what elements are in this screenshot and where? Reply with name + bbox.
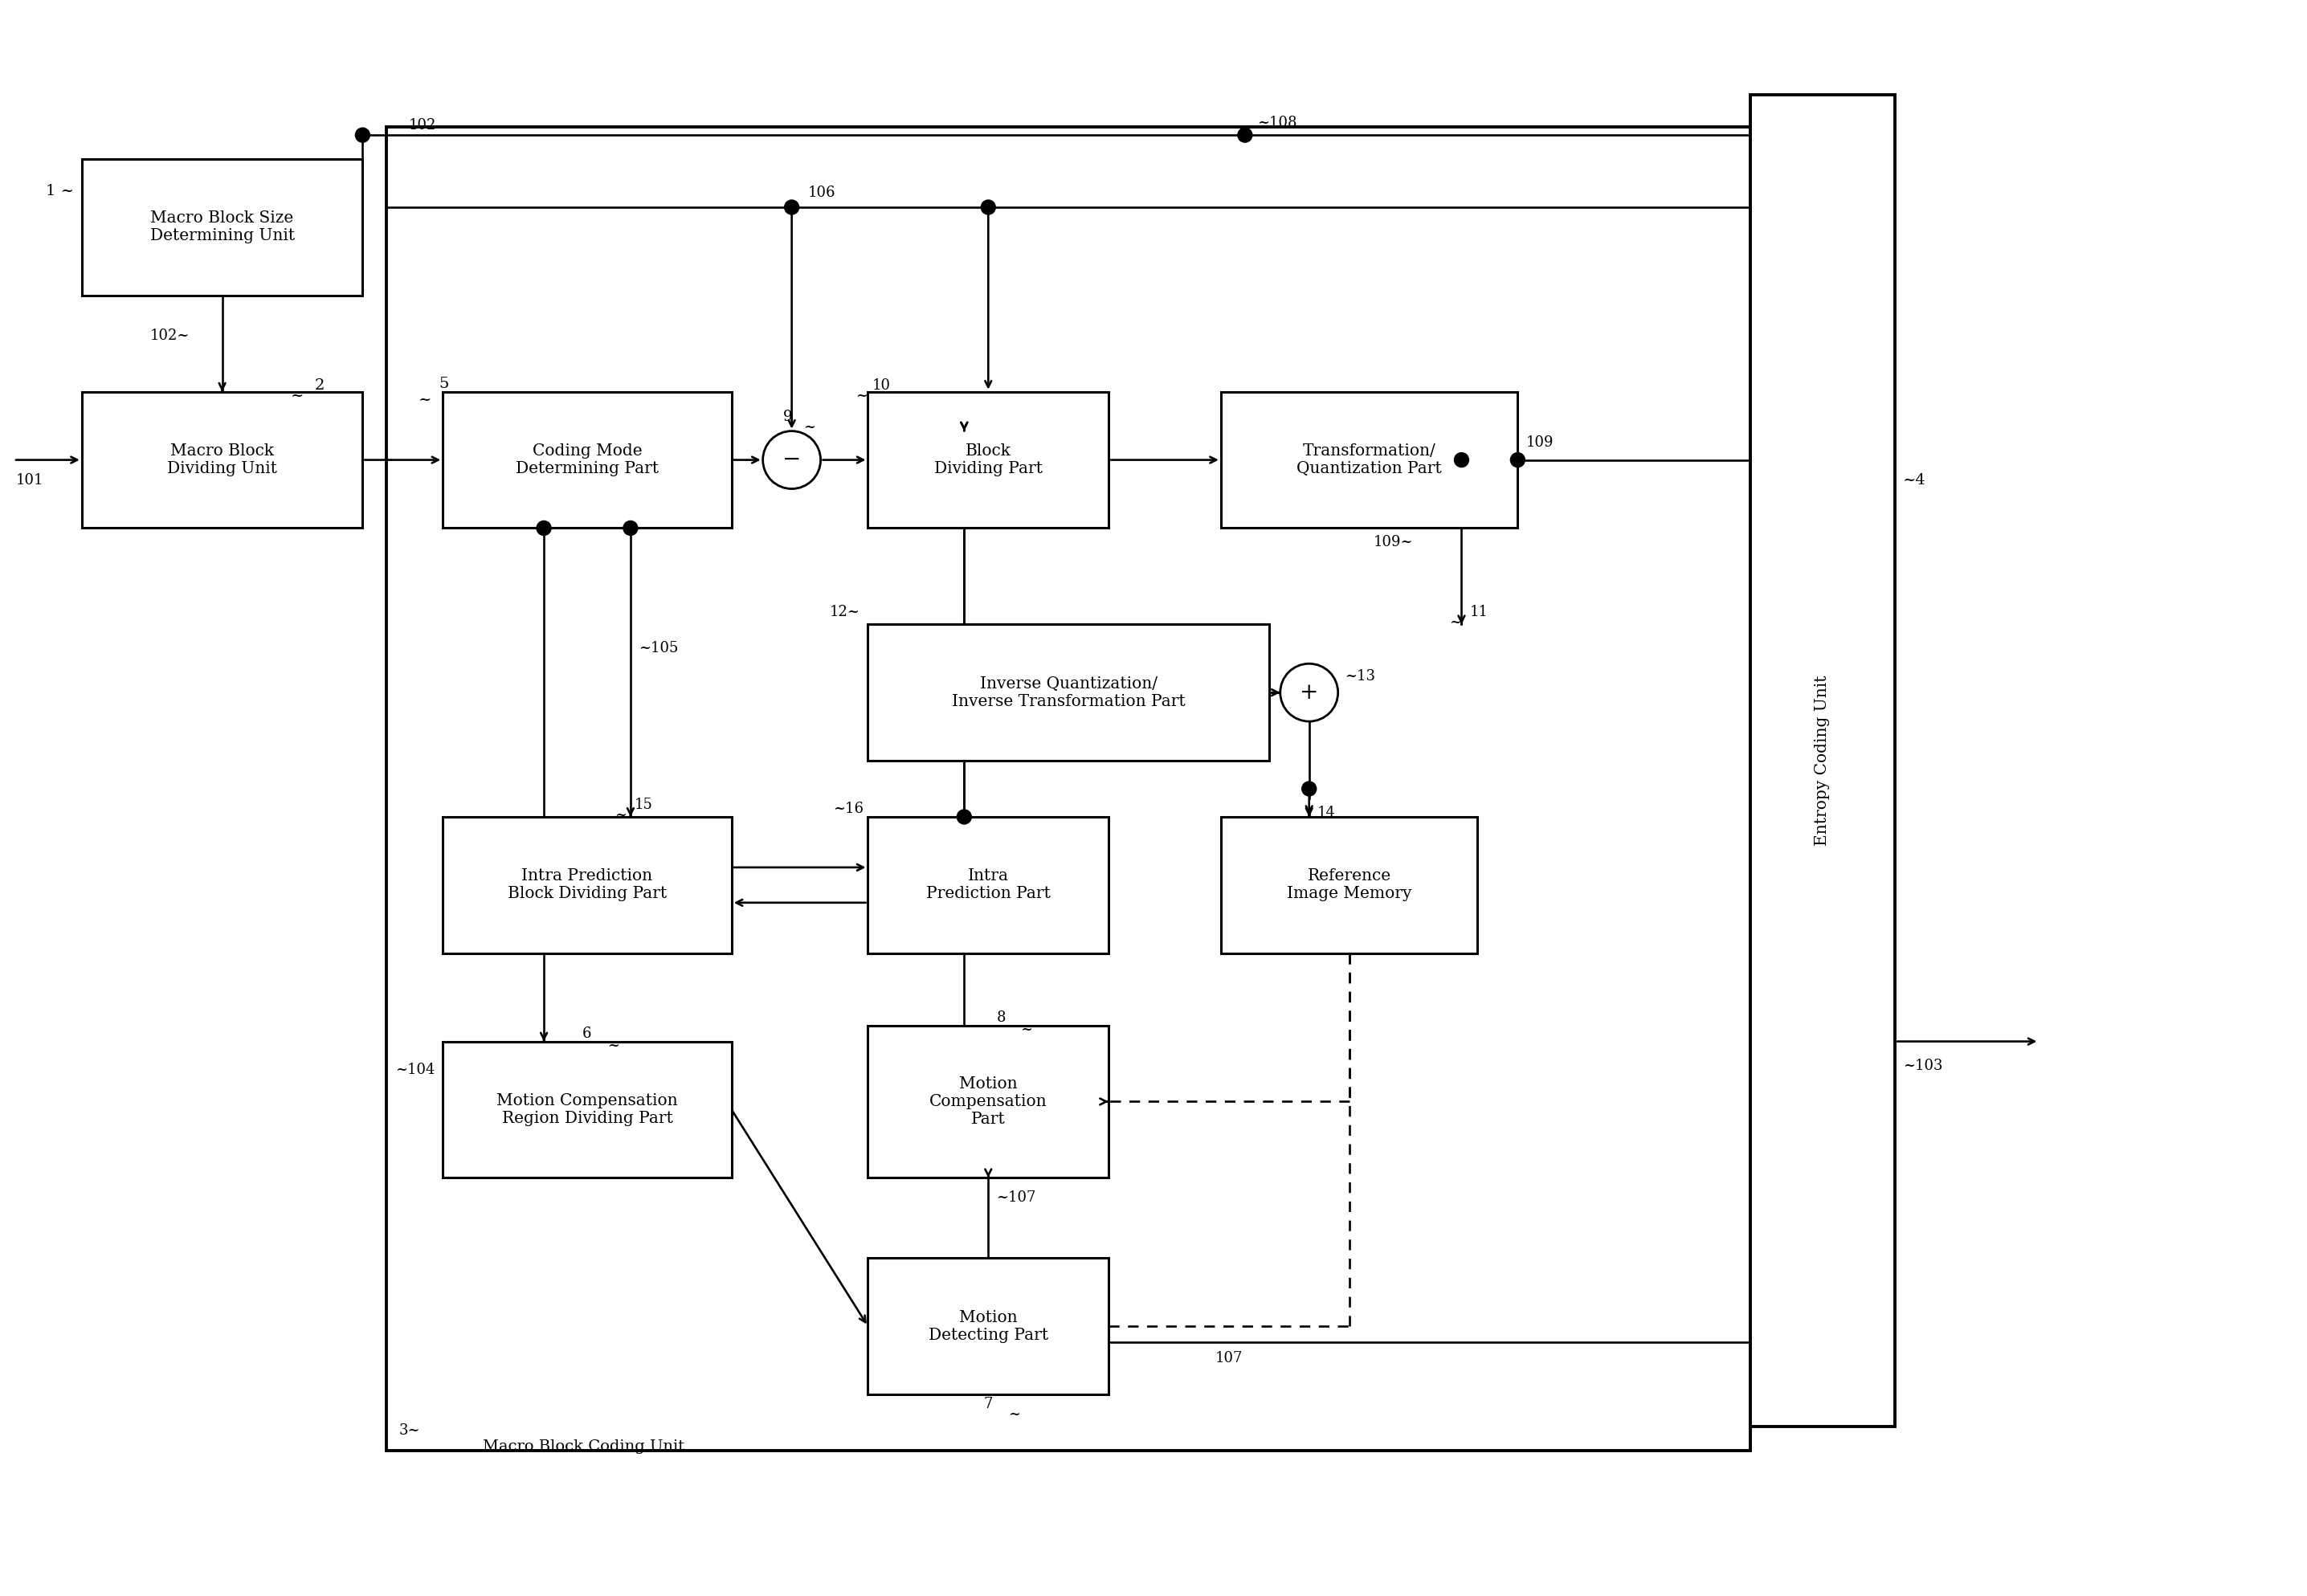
Circle shape xyxy=(1239,128,1253,142)
Text: ~: ~ xyxy=(1449,616,1463,630)
FancyBboxPatch shape xyxy=(443,817,731,953)
Text: 7: 7 xyxy=(983,1396,992,1411)
Text: Reference
Image Memory: Reference Image Memory xyxy=(1287,868,1412,902)
Text: 106: 106 xyxy=(807,185,835,200)
Text: ~: ~ xyxy=(803,420,817,434)
Text: ~: ~ xyxy=(1008,1408,1020,1422)
Text: 10: 10 xyxy=(872,378,891,393)
FancyBboxPatch shape xyxy=(1751,94,1894,1427)
Text: 11: 11 xyxy=(1470,605,1488,619)
Circle shape xyxy=(980,200,997,214)
Text: Coding Mode
Determining Part: Coding Mode Determining Part xyxy=(517,444,660,476)
Circle shape xyxy=(1511,453,1525,468)
Text: 6: 6 xyxy=(584,1026,593,1041)
Text: ~103: ~103 xyxy=(1903,1058,1942,1073)
Text: Motion
Compensation
Part: Motion Compensation Part xyxy=(930,1076,1047,1127)
Text: +: + xyxy=(1299,681,1320,704)
Text: ~: ~ xyxy=(614,808,628,822)
Text: Motion Compensation
Region Dividing Part: Motion Compensation Region Dividing Part xyxy=(496,1093,678,1127)
Text: 101: 101 xyxy=(16,472,44,487)
Text: 109: 109 xyxy=(1525,436,1553,450)
Text: ~: ~ xyxy=(1020,1021,1034,1037)
Text: 14: 14 xyxy=(1317,806,1336,820)
Text: 15: 15 xyxy=(634,798,653,812)
Text: ~107: ~107 xyxy=(997,1191,1036,1205)
FancyBboxPatch shape xyxy=(867,1025,1110,1178)
Circle shape xyxy=(957,809,971,824)
Text: Entropy Coding Unit: Entropy Coding Unit xyxy=(1816,675,1829,846)
FancyBboxPatch shape xyxy=(1220,391,1518,528)
FancyBboxPatch shape xyxy=(867,624,1269,761)
Text: ~16: ~16 xyxy=(833,801,863,816)
Text: ~: ~ xyxy=(420,393,431,407)
Text: 9: 9 xyxy=(782,409,791,425)
Text: 109~: 109~ xyxy=(1373,535,1414,549)
Text: Macro Block Size
Determining Unit: Macro Block Size Determining Unit xyxy=(150,211,295,244)
Circle shape xyxy=(355,128,369,142)
Text: ~: ~ xyxy=(856,388,867,402)
Text: ~104: ~104 xyxy=(394,1063,434,1077)
Circle shape xyxy=(538,520,551,535)
FancyBboxPatch shape xyxy=(388,128,1751,1451)
FancyBboxPatch shape xyxy=(1220,817,1476,953)
Text: Intra Prediction
Block Dividing Part: Intra Prediction Block Dividing Part xyxy=(508,868,667,902)
Text: ~: ~ xyxy=(607,1039,618,1053)
Circle shape xyxy=(623,520,637,535)
Text: −: − xyxy=(782,448,801,471)
Text: ~105: ~105 xyxy=(639,642,678,656)
FancyBboxPatch shape xyxy=(867,391,1110,528)
Text: 5: 5 xyxy=(438,377,450,391)
FancyBboxPatch shape xyxy=(81,391,362,528)
FancyBboxPatch shape xyxy=(443,391,731,528)
Circle shape xyxy=(1280,664,1338,721)
Text: ~4: ~4 xyxy=(1903,472,1926,487)
Text: 8: 8 xyxy=(997,1010,1006,1025)
Text: 102: 102 xyxy=(408,118,436,132)
Text: 102~: 102~ xyxy=(150,329,189,343)
FancyBboxPatch shape xyxy=(81,160,362,295)
Circle shape xyxy=(1301,782,1317,796)
FancyBboxPatch shape xyxy=(443,1042,731,1178)
Text: Block
Dividing Part: Block Dividing Part xyxy=(934,444,1043,476)
Text: 12~: 12~ xyxy=(831,605,861,619)
Text: Intra
Prediction Part: Intra Prediction Part xyxy=(925,868,1050,902)
Text: ~: ~ xyxy=(291,388,305,402)
Circle shape xyxy=(764,431,821,488)
FancyBboxPatch shape xyxy=(867,817,1110,953)
Text: ~108: ~108 xyxy=(1257,117,1297,131)
Circle shape xyxy=(1453,453,1470,468)
Text: 3~: 3~ xyxy=(399,1424,420,1438)
Text: Macro Block Coding Unit: Macro Block Coding Unit xyxy=(482,1440,685,1454)
Text: 107: 107 xyxy=(1216,1352,1243,1366)
Text: 2: 2 xyxy=(314,378,325,393)
Text: Macro Block
Dividing Unit: Macro Block Dividing Unit xyxy=(166,444,277,476)
Text: 1 ~: 1 ~ xyxy=(46,184,74,198)
Circle shape xyxy=(784,200,798,214)
Text: Motion
Detecting Part: Motion Detecting Part xyxy=(927,1310,1047,1342)
FancyBboxPatch shape xyxy=(867,1258,1110,1395)
Text: Inverse Quantization/
Inverse Transformation Part: Inverse Quantization/ Inverse Transforma… xyxy=(953,677,1186,709)
Text: Transformation/
Quantization Part: Transformation/ Quantization Part xyxy=(1297,444,1442,476)
Text: ~13: ~13 xyxy=(1345,669,1375,683)
